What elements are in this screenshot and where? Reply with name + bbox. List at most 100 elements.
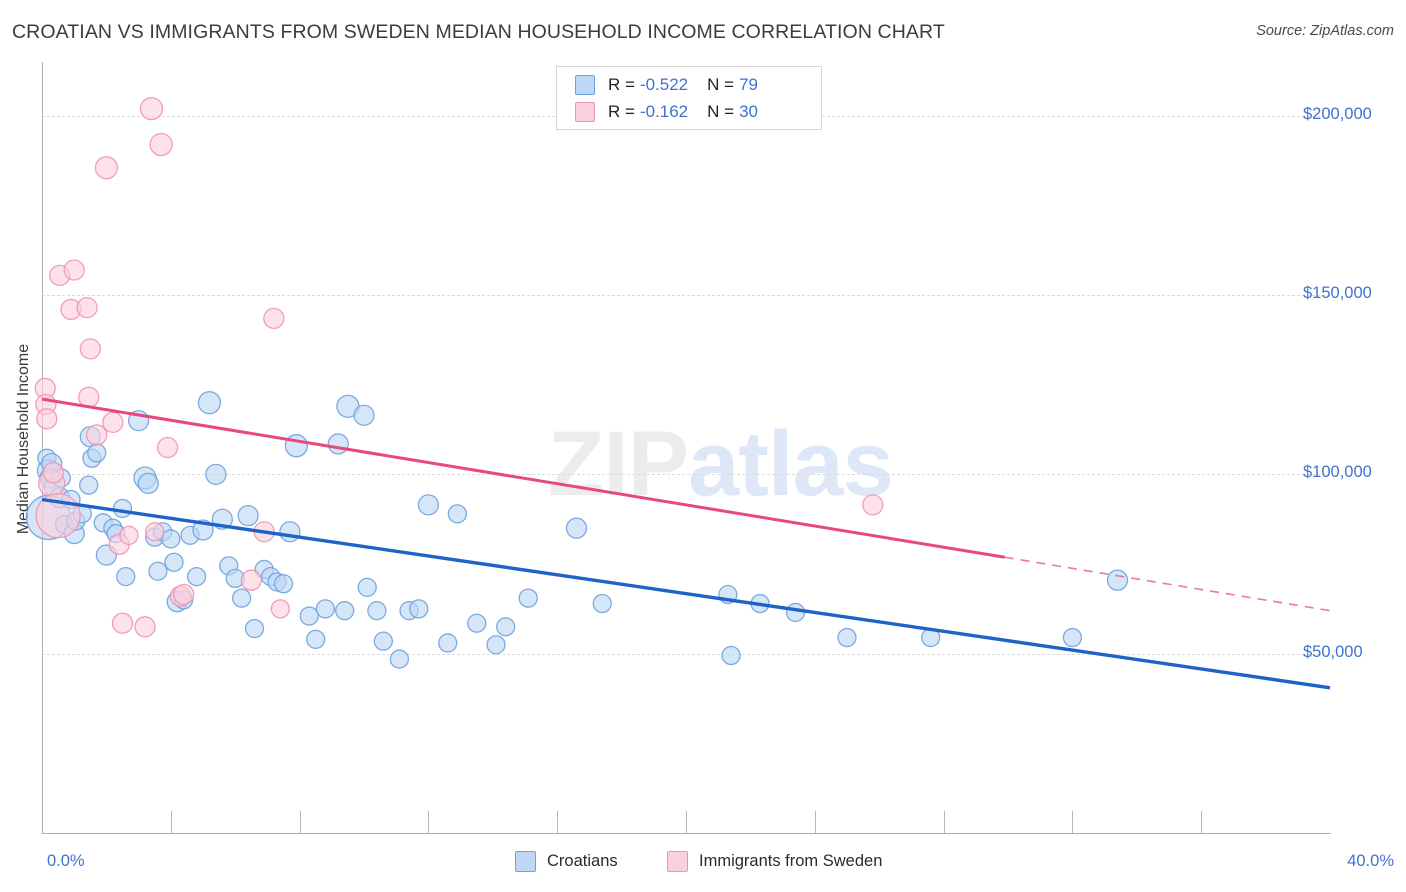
- n-value-immigrants: 30: [739, 102, 758, 121]
- data-point: [373, 631, 393, 651]
- gridline: [42, 654, 1330, 655]
- x-axis-max-label: 40.0%: [1347, 852, 1394, 870]
- x-axis-tick: [815, 811, 816, 834]
- series-points-croatians: [25, 391, 1129, 669]
- r-label-croatians: R =: [608, 75, 635, 94]
- data-point: [149, 132, 173, 157]
- data-point: [1062, 627, 1083, 648]
- series-legend-immigrants-from-sweden[interactable]: Immigrants from Sweden: [667, 851, 882, 872]
- r-value-croatians: -0.522: [639, 75, 689, 94]
- data-point: [467, 613, 487, 633]
- data-point: [353, 404, 375, 426]
- data-point: [86, 424, 108, 446]
- x-axis-tick: [300, 811, 301, 834]
- series-label-immigrants-from-sweden: Immigrants from Sweden: [699, 852, 883, 870]
- data-point: [197, 391, 222, 415]
- r-label-immigrants: R =: [608, 102, 635, 121]
- data-point: [76, 296, 98, 319]
- gridline: [42, 474, 1330, 475]
- data-point: [79, 475, 99, 495]
- data-point: [357, 577, 377, 598]
- data-point: [486, 635, 506, 655]
- data-point: [102, 411, 124, 434]
- data-point: [119, 525, 139, 546]
- data-point: [409, 599, 429, 619]
- data-point: [315, 599, 336, 619]
- r-value-immigrants: -0.162: [639, 102, 689, 121]
- x-axis-tick: [171, 811, 172, 834]
- data-point: [231, 588, 252, 608]
- data-point: [284, 434, 309, 458]
- n-label-croatians: N =: [707, 75, 735, 94]
- x-axis-tick: [557, 811, 558, 834]
- data-point: [94, 156, 119, 180]
- trend-line-immigrants-from-sweden: [41, 397, 1006, 559]
- data-point: [273, 574, 294, 594]
- series-label-croatians: Croatians: [547, 852, 618, 870]
- data-point: [111, 612, 134, 634]
- data-point: [164, 552, 184, 572]
- data-point: [186, 566, 207, 587]
- series-points-immigrants-from-sweden: [34, 96, 884, 638]
- source-attribution: Source: ZipAtlas.com: [1256, 23, 1394, 39]
- data-point: [496, 617, 516, 637]
- data-point: [299, 606, 319, 626]
- data-point: [389, 649, 410, 669]
- data-point: [145, 522, 165, 542]
- data-point: [87, 443, 107, 463]
- data-point: [139, 96, 164, 121]
- data-point: [1106, 569, 1129, 591]
- data-point: [161, 529, 181, 549]
- data-point: [327, 433, 349, 455]
- data-point: [837, 627, 857, 648]
- data-point: [137, 472, 159, 495]
- data-point: [270, 599, 290, 619]
- series-swatch-immigrants-from-sweden: [667, 851, 688, 872]
- x-axis-tick: [1201, 811, 1202, 834]
- page-title: CROATIAN VS IMMIGRANTS FROM SWEDEN MEDIA…: [12, 21, 945, 43]
- x-axis-tick: [1072, 811, 1073, 834]
- data-point: [518, 588, 538, 608]
- x-axis-tick: [944, 811, 945, 834]
- y-axis-tick-label: $100,000: [1303, 463, 1372, 481]
- trend-line-croatians: [41, 497, 1331, 690]
- data-point: [134, 616, 156, 638]
- data-point: [148, 561, 168, 581]
- data-point: [785, 602, 806, 623]
- gridline: [42, 295, 1330, 296]
- legend-swatch-immigrants-from-sweden: [575, 102, 595, 122]
- x-axis-line: [42, 833, 1331, 834]
- data-point: [205, 463, 227, 486]
- y-axis-tick-label: $150,000: [1303, 284, 1372, 302]
- data-point: [565, 517, 588, 539]
- data-point: [112, 498, 133, 519]
- data-point: [263, 307, 285, 330]
- data-point: [306, 629, 326, 650]
- data-point: [244, 618, 265, 639]
- n-value-croatians: 79: [739, 75, 758, 94]
- legend-swatch-croatians: [575, 75, 595, 95]
- data-point: [367, 601, 387, 621]
- correlation-stats-legend: R = -0.522 N = 79 R = -0.162 N = 30: [556, 66, 822, 130]
- x-axis-tick: [428, 811, 429, 834]
- data-point: [237, 504, 259, 527]
- data-point: [63, 259, 85, 281]
- data-point: [335, 601, 355, 621]
- data-point: [447, 504, 468, 524]
- y-axis-line: [42, 62, 43, 834]
- n-label-immigrants: N =: [707, 102, 735, 121]
- data-point: [438, 633, 458, 653]
- data-point: [279, 521, 301, 543]
- trend-line-extension-immigrants-from-sweden: [1004, 556, 1331, 612]
- series-legend-croatians[interactable]: Croatians: [515, 851, 618, 872]
- data-point: [116, 566, 136, 587]
- series-swatch-croatians: [515, 851, 536, 872]
- x-axis-min-label: 0.0%: [47, 852, 85, 870]
- data-point: [79, 338, 101, 360]
- data-point: [862, 494, 884, 516]
- legend-row-croatians: R = -0.522 N = 79: [575, 71, 758, 99]
- data-point: [42, 461, 64, 484]
- data-point: [173, 583, 195, 606]
